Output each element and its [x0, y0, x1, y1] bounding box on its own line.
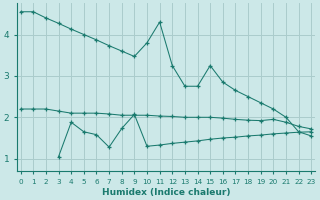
X-axis label: Humidex (Indice chaleur): Humidex (Indice chaleur) [102, 188, 230, 197]
